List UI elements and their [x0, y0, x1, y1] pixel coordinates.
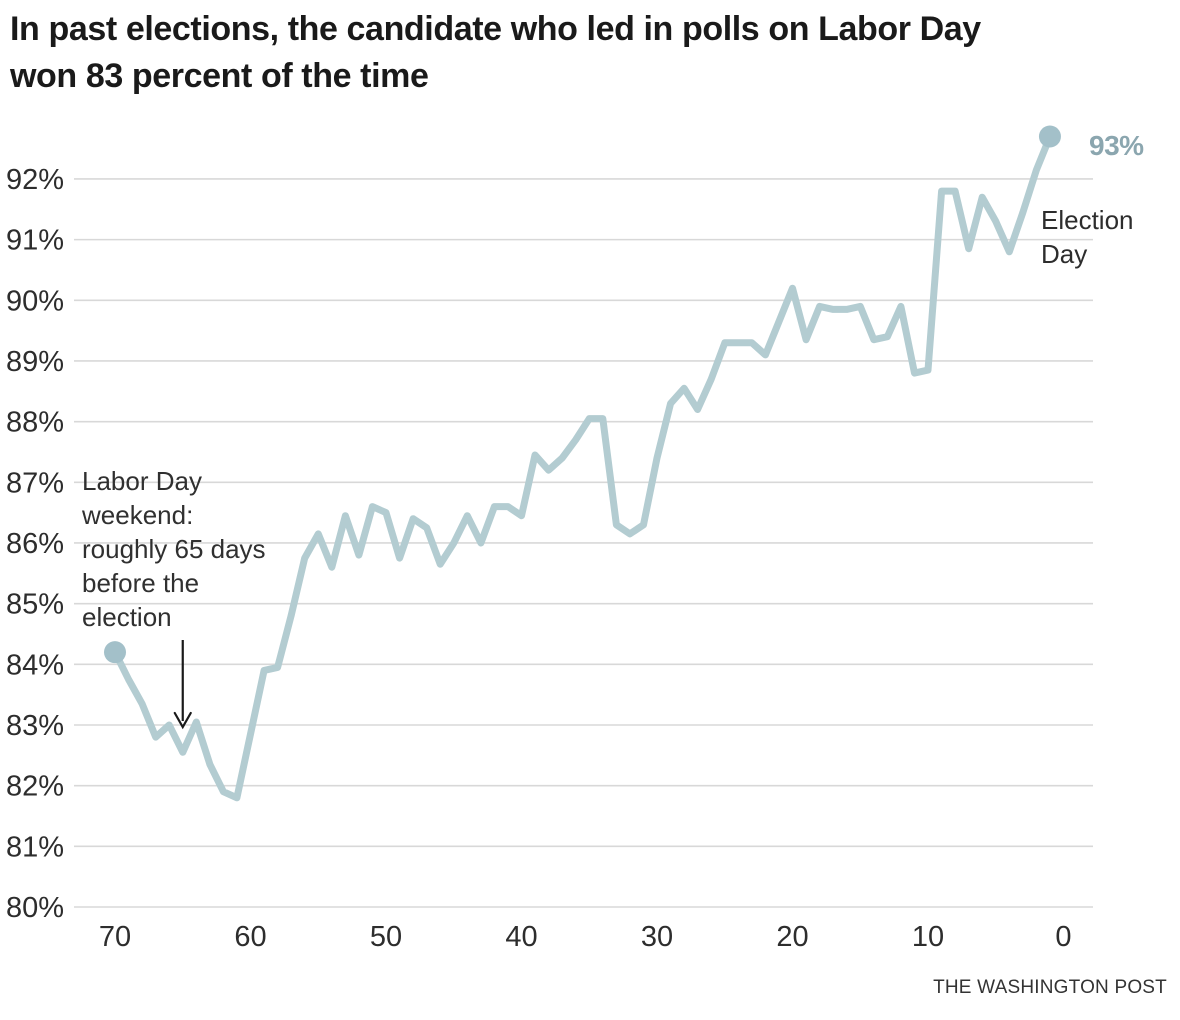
labor-day-annotation-line4: before the	[82, 568, 200, 598]
chart-title-line2: won 83 percent of the time	[10, 57, 429, 95]
y-tick-label: 88%	[6, 407, 64, 439]
y-tick-label: 90%	[6, 285, 64, 317]
y-tick-label: 91%	[6, 225, 64, 257]
y-tick-label: 81%	[6, 831, 64, 863]
labor-day-annotation-line1: Labor Day	[82, 466, 202, 496]
y-tick-label: 92%	[6, 164, 64, 196]
labor-day-annotation-line3: roughly 65 days	[82, 534, 266, 564]
labor-day-annotation: Labor Day weekend: roughly 65 days befor…	[82, 464, 266, 634]
x-tick-label: 30	[641, 921, 673, 953]
y-tick-label: 80%	[6, 892, 64, 924]
start-dot	[104, 641, 126, 664]
labor-day-annotation-line5: election	[82, 602, 172, 632]
chart-title: In past elections, the candidate who led…	[10, 6, 981, 100]
x-tick-label: 70	[99, 921, 131, 953]
y-tick-label: 82%	[6, 771, 64, 803]
election-day-label: Election Day	[1041, 203, 1134, 271]
trend-line	[111, 133, 1054, 802]
publisher-credit: THE WASHINGTON POST	[933, 977, 1167, 998]
y-tick-label: 84%	[6, 649, 64, 681]
labor-day-annotation-line2: weekend:	[82, 500, 194, 530]
y-tick-label: 87%	[6, 467, 64, 499]
annotation-arrow-head	[173, 711, 192, 730]
y-tick-label: 83%	[6, 710, 64, 742]
election-day-label-line2: Day	[1041, 239, 1088, 269]
x-tick-label: 50	[370, 921, 402, 953]
x-tick-label: 0	[1055, 921, 1071, 953]
x-tick-label: 20	[776, 921, 808, 953]
chart-title-line1: In past elections, the candidate who led…	[10, 10, 981, 48]
end-dot	[1038, 125, 1061, 148]
y-tick-label: 85%	[6, 589, 64, 621]
x-tick-label: 10	[912, 921, 944, 953]
y-tick-label: 89%	[6, 346, 64, 378]
end-value-label: 93%	[1089, 130, 1144, 161]
x-tick-label: 40	[505, 921, 537, 953]
election-day-label-line1: Election	[1041, 205, 1134, 235]
x-tick-label: 60	[234, 921, 266, 953]
y-tick-label: 86%	[6, 528, 64, 560]
